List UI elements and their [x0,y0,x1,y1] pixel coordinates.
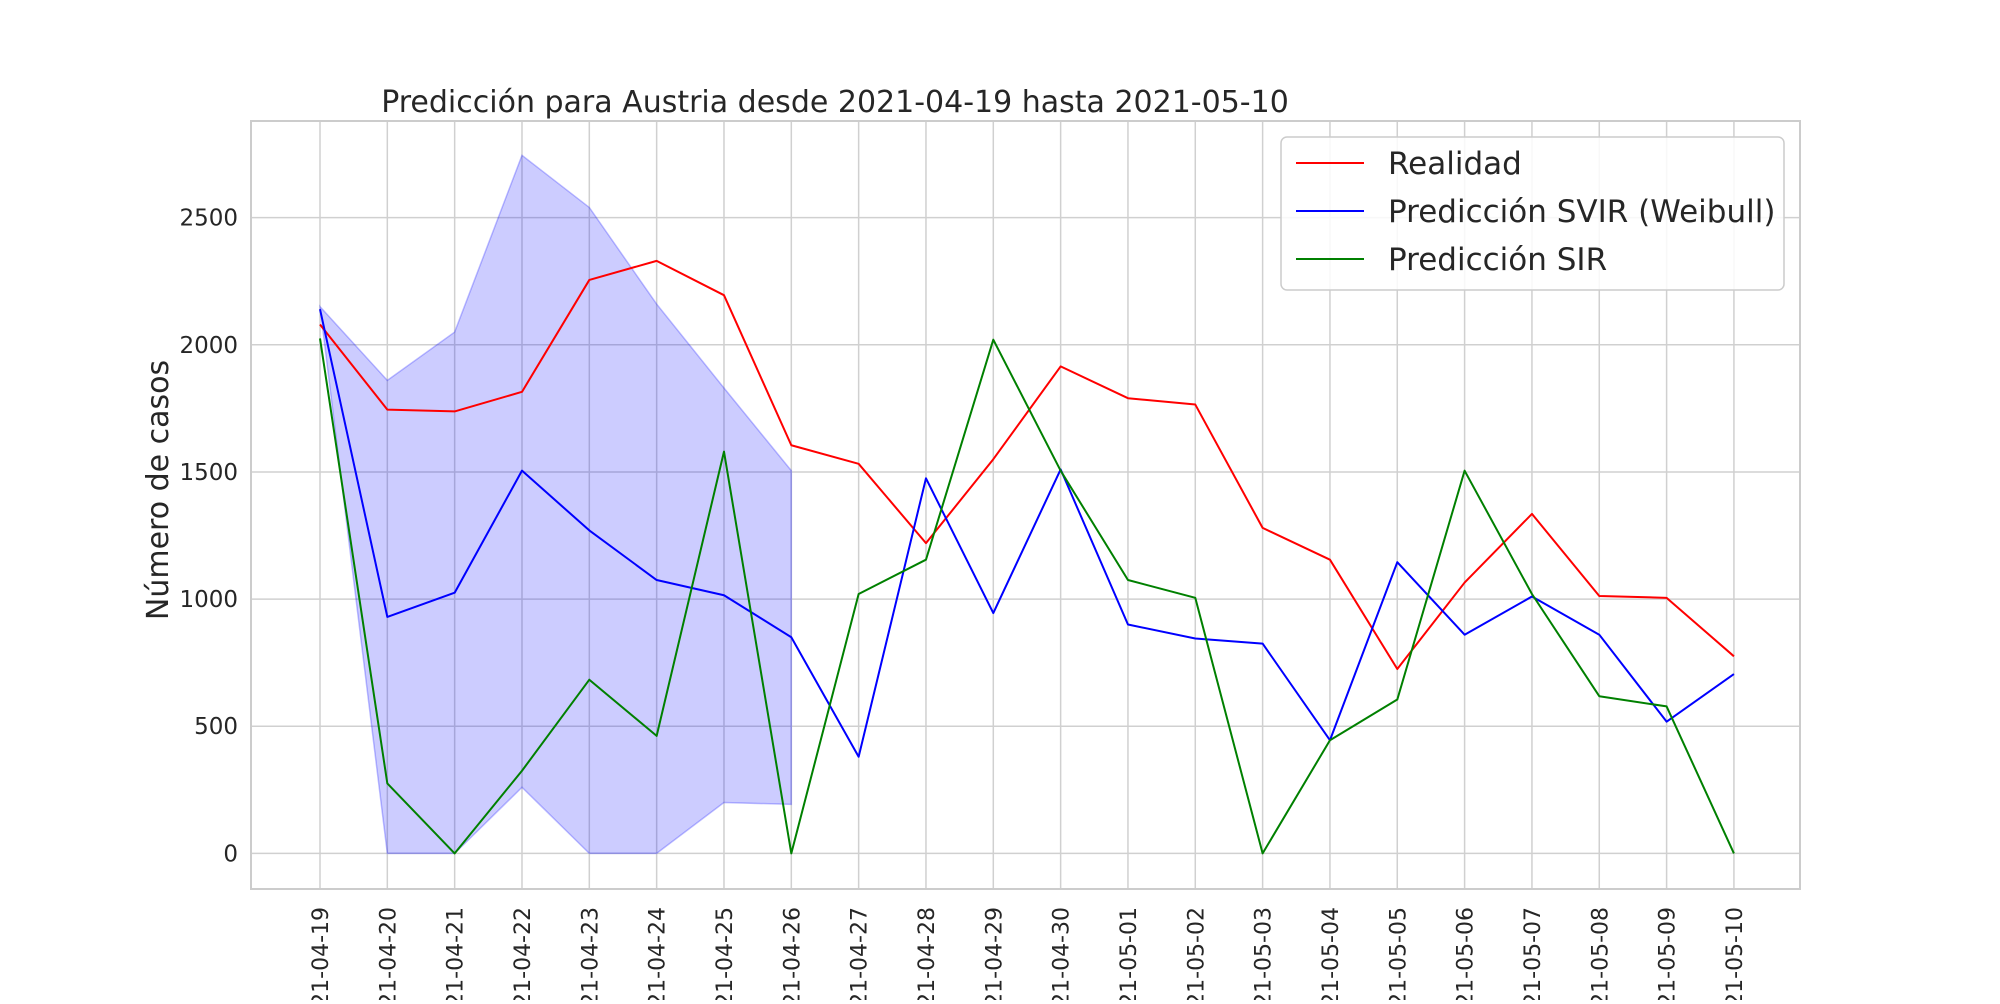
legend-label-2: Predicción SIR [1388,242,1607,278]
series-line-2 [319,338,1735,855]
x-tick-label: 21-04-22 [511,907,536,1000]
legend-box [1280,136,1785,291]
chart-title: Predicción para Austria desde 2021-04-19… [381,85,1289,120]
y-tick-label: 1500 [179,460,238,486]
y-tick-label: 2000 [179,333,238,359]
x-tick-label: 21-05-10 [1723,907,1748,1000]
x-tick-label: 21-05-02 [1184,907,1209,1000]
x-tick-label: 21-04-21 [444,907,469,1000]
y-tick-layer: 0 500 1000 1500 2000 2500 [179,206,238,868]
x-tick-label: 21-05-08 [1588,907,1613,1000]
y-tick-label: 500 [194,714,238,740]
x-tick-label: 21-04-30 [1050,907,1075,1000]
x-tick-label: 21-05-09 [1656,907,1681,1000]
x-tick-label: 21-04-20 [376,907,401,1000]
x-tick-label: 21-05-04 [1319,907,1344,1000]
confidence-band [318,154,793,855]
x-tick-label: 21-04-29 [982,907,1007,1000]
x-tick-label: 21-05-06 [1454,907,1479,1000]
x-tick-label: 21-04-27 [848,907,873,1000]
y-tick-label: 1000 [179,587,238,613]
grid [251,121,1800,889]
x-tick-label: 21-05-01 [1117,907,1142,1000]
x-tick-label: 21-04-24 [646,907,671,1000]
x-tick-label: 21-04-25 [713,907,738,1000]
legend-label-0: Realidad [1388,146,1522,182]
legend-label-1: Predicción SVIR (Weibull) [1388,194,1775,230]
y-tick-label: 0 [223,841,238,867]
x-tick-label: 21-04-19 [309,907,334,1000]
x-tick-label: 21-04-28 [915,907,940,1000]
y-axis-label: Número de casos [141,360,176,620]
legend: Realidad Predicción SVIR (Weibull) Predicc… [1280,136,1785,291]
series-layer [319,259,1735,855]
y-tick-label: 2500 [179,206,238,232]
confidence-band-layer [318,154,793,855]
series-line-0 [319,259,1735,671]
x-tick-layer: 21-04-19 21-04-20 21-04-21 21-04-22 21-04-23… [309,907,1748,1004]
series-line-1 [319,308,1735,758]
x-tick-label: 21-05-05 [1386,907,1411,1000]
x-tick-label: 21-04-23 [578,907,603,1000]
plot-frame [250,120,1801,890]
x-tick-label: 21-05-03 [1252,907,1277,1000]
x-tick-label: 21-05-07 [1521,907,1546,1000]
x-tick-label: 21-04-26 [780,907,805,1000]
